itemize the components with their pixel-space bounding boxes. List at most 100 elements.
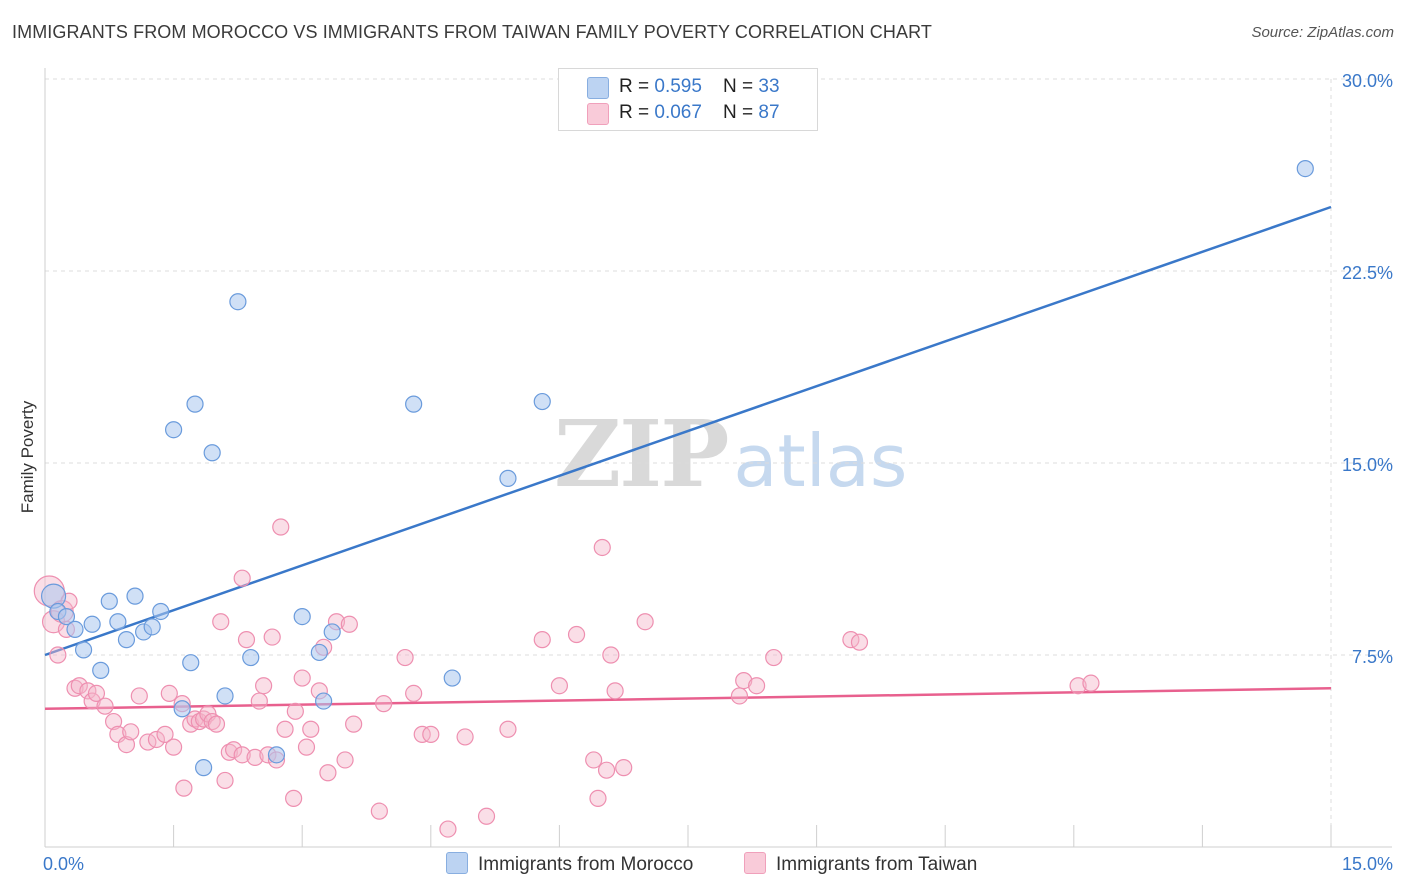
taiwan-point-53 xyxy=(319,764,337,782)
morocco-point-25 xyxy=(310,643,328,662)
taiwan-point-55 xyxy=(336,751,354,769)
data-points xyxy=(33,160,1314,838)
taiwan-point-21 xyxy=(165,738,183,756)
taiwan-point-64 xyxy=(439,820,457,838)
taiwan-point-60 xyxy=(396,648,414,667)
taiwan-point-12 xyxy=(104,712,123,731)
taiwan-point-63 xyxy=(422,725,440,743)
taiwan-point-84 xyxy=(850,633,869,651)
y-tick-label-3: 30.0% xyxy=(1342,71,1393,91)
taiwan-point-75 xyxy=(602,646,620,664)
morocco-legend-label: Immigrants from Morocco xyxy=(478,854,694,875)
taiwan-point-66 xyxy=(477,807,496,825)
taiwan-point-37 xyxy=(237,631,256,649)
taiwan-point-59 xyxy=(375,695,393,713)
taiwan-point-36 xyxy=(233,569,251,587)
x-tick-label-0: 0.0% xyxy=(43,854,84,874)
taiwan-point-7 xyxy=(70,677,88,695)
taiwan-point-46 xyxy=(285,789,303,807)
taiwan-point-14 xyxy=(117,735,136,754)
taiwan-point-39 xyxy=(250,692,268,710)
taiwan-point-44 xyxy=(272,518,290,536)
morocco-point-3 xyxy=(66,620,84,639)
morocco-point-22 xyxy=(242,648,260,667)
taiwan-point-42 xyxy=(263,628,281,646)
taiwan-point-47 xyxy=(286,702,304,720)
taiwan-point-48 xyxy=(293,669,311,687)
taiwan-swatch xyxy=(587,103,609,125)
taiwan-n-value: 87 xyxy=(758,102,780,123)
taiwan-point-15 xyxy=(122,723,140,741)
morocco-point-27 xyxy=(323,623,341,641)
taiwan-point-20 xyxy=(160,684,178,703)
morocco-point-28 xyxy=(405,395,423,413)
taiwan-point-77 xyxy=(615,759,633,777)
taiwan-legend-swatch xyxy=(744,852,766,874)
morocco-point-14 xyxy=(165,421,183,439)
y-tick-label-1: 15.0% xyxy=(1342,455,1393,475)
morocco-point-5 xyxy=(83,615,101,633)
morocco-r-value: 0.595 xyxy=(654,76,702,97)
taiwan-point-35 xyxy=(233,746,251,764)
morocco-point-30 xyxy=(499,469,517,487)
morocco-point-29 xyxy=(443,669,461,687)
taiwan-r-label: R = xyxy=(619,102,655,123)
taiwan-point-50 xyxy=(302,720,320,738)
morocco-point-4 xyxy=(74,641,93,659)
taiwan-point-70 xyxy=(567,625,586,644)
x-tick-label-1: 15.0% xyxy=(1342,854,1393,874)
taiwan-point-74 xyxy=(597,761,616,779)
taiwan-point-45 xyxy=(276,720,294,738)
taiwan-point-58 xyxy=(370,802,388,820)
taiwan-point-65 xyxy=(456,728,474,746)
taiwan-point-61 xyxy=(405,684,423,703)
tick-labels: 7.5% 15.0% 22.5% 30.0% 0.0% 15.0% xyxy=(43,71,1393,874)
morocco-point-19 xyxy=(203,444,221,462)
morocco-trend-line xyxy=(44,205,1332,657)
taiwan-point-49 xyxy=(297,738,316,756)
taiwan-point-16 xyxy=(130,687,148,705)
morocco-r-label: R = xyxy=(619,76,655,97)
morocco-point-24 xyxy=(293,607,311,626)
taiwan-point-11 xyxy=(96,697,114,715)
morocco-point-26 xyxy=(315,692,333,710)
morocco-point-8 xyxy=(109,613,127,631)
taiwan-point-31 xyxy=(212,613,230,631)
taiwan-point-69 xyxy=(550,677,569,695)
morocco-point-12 xyxy=(143,618,161,636)
taiwan-r-value: 0.067 xyxy=(654,102,702,123)
taiwan-point-38 xyxy=(246,748,264,767)
taiwan-point-78 xyxy=(636,613,654,631)
source-label: Source: ZipAtlas.com xyxy=(1251,24,1394,41)
morocco-n-label: N = xyxy=(723,76,759,97)
taiwan-point-72 xyxy=(589,789,607,807)
taiwan-point-76 xyxy=(606,682,624,700)
taiwan-point-2 xyxy=(49,646,67,664)
taiwan-point-18 xyxy=(147,730,166,749)
morocco-legend-swatch xyxy=(446,852,468,874)
y-axis-label: Family Poverty xyxy=(18,400,37,514)
taiwan-point-85 xyxy=(1069,677,1087,695)
morocco-point-23 xyxy=(267,746,286,764)
morocco-point-2 xyxy=(57,607,76,626)
morocco-point-21 xyxy=(229,293,247,311)
taiwan-point-23 xyxy=(175,779,193,797)
trend-lines xyxy=(44,205,1332,711)
morocco-point-16 xyxy=(182,654,200,672)
taiwan-point-82 xyxy=(765,648,783,667)
morocco-point-20 xyxy=(216,687,234,705)
taiwan-point-67 xyxy=(499,720,517,738)
chart-title: IMMIGRANTS FROM MOROCCO VS IMMIGRANTS FR… xyxy=(12,22,932,42)
morocco-point-10 xyxy=(126,587,144,605)
morocco-point-17 xyxy=(186,395,204,413)
morocco-point-9 xyxy=(117,631,136,649)
morocco-point-13 xyxy=(152,602,170,621)
taiwan-point-32 xyxy=(216,771,234,790)
taiwan-point-79 xyxy=(730,687,749,705)
taiwan-point-86 xyxy=(1082,674,1100,692)
morocco-point-15 xyxy=(173,700,191,718)
taiwan-point-34 xyxy=(225,741,243,759)
morocco-swatch xyxy=(587,77,609,99)
taiwan-n-label: N = xyxy=(723,102,759,123)
